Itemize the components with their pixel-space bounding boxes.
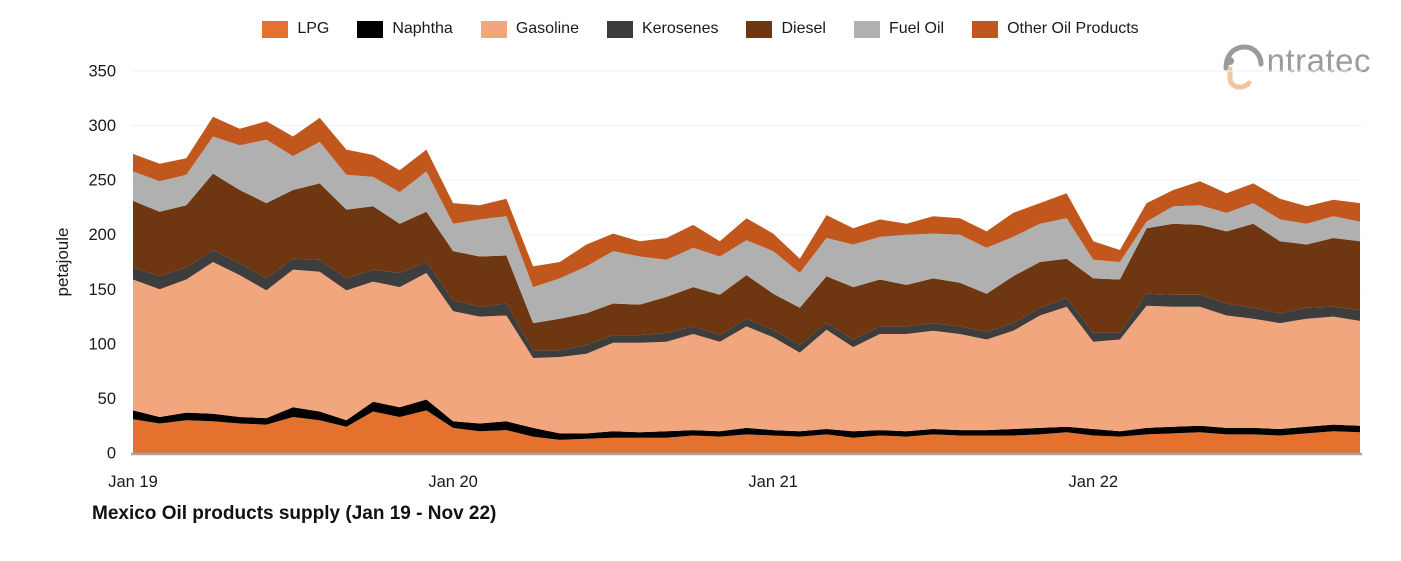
y-tick-label-50: 50: [98, 390, 116, 408]
area-other-oil-products: [133, 116, 1360, 288]
legend-label-naphtha: Naphtha: [392, 20, 453, 37]
y-axis-label: petajoule: [53, 227, 72, 296]
x-tick-label-jan-22: Jan 22: [1069, 473, 1119, 491]
y-tick-label-350: 350: [88, 63, 116, 81]
legend-swatch-diesel: [746, 20, 773, 38]
legend-label-gasoline: Gasoline: [515, 20, 579, 37]
area-lpg: [133, 410, 1360, 453]
legend-label-diesel: Diesel: [781, 20, 826, 37]
intratec-logo: ntratec: [1219, 36, 1371, 92]
y-tick-label-150: 150: [88, 281, 116, 299]
legend-swatch-other-oil-products: [972, 20, 999, 38]
x-tick-label-jan-21: Jan 21: [748, 473, 798, 491]
x-tick-label-jan-19: Jan 19: [108, 473, 158, 491]
legend-swatch-naphtha: [357, 20, 384, 38]
legend-item-diesel: Diesel: [746, 20, 826, 38]
chart-title: Mexico Oil products supply (Jan 19 - Nov…: [92, 503, 497, 524]
legend-item-naphtha: Naphtha: [357, 20, 453, 38]
legend-swatch-fuel-oil: [853, 20, 880, 38]
legend-label-kerosenes: Kerosenes: [641, 20, 719, 37]
area-diesel: [133, 173, 1360, 351]
legend-swatch-lpg: [262, 20, 289, 38]
legend-label-lpg: LPG: [297, 20, 330, 37]
logo-arc-bottom: [1227, 66, 1252, 90]
x-tick-label-jan-20: Jan 20: [428, 473, 478, 491]
y-tick-label-300: 300: [88, 117, 116, 135]
legend-label-fuel-oil: Fuel Oil: [888, 20, 945, 37]
area-gasoline: [133, 262, 1360, 434]
y-tick-label-100: 100: [88, 335, 116, 353]
intratec-logo-text: ntratec: [1266, 42, 1371, 79]
legend-item-other-oil-products: Other Oil Products: [972, 20, 1139, 38]
chart-legend: LPG Naphtha Gasoline Kerosenes Diesel Fuel Oi…: [0, 20, 1401, 38]
legend-swatch-gasoline: [480, 20, 507, 38]
area-fuel-oil: [133, 136, 1360, 324]
legend-item-kerosenes: Kerosenes: [606, 20, 719, 38]
logo-dot: [1225, 57, 1234, 65]
area-naphtha: [133, 399, 1360, 440]
legend-item-lpg: LPG: [262, 20, 329, 38]
y-tick-label-250: 250: [88, 172, 116, 190]
y-tick-label-200: 200: [88, 226, 116, 244]
legend-swatch-kerosenes: [606, 20, 633, 38]
legend-item-gasoline: Gasoline: [480, 20, 579, 38]
legend-label-other-oil-products: Other Oil Products: [1007, 20, 1139, 37]
legend-item-fuel-oil: Fuel Oil: [853, 20, 945, 38]
y-tick-label-0: 0: [107, 445, 116, 463]
intratec-logo-icon: [1223, 44, 1264, 90]
logo-arc-top: [1223, 44, 1264, 71]
